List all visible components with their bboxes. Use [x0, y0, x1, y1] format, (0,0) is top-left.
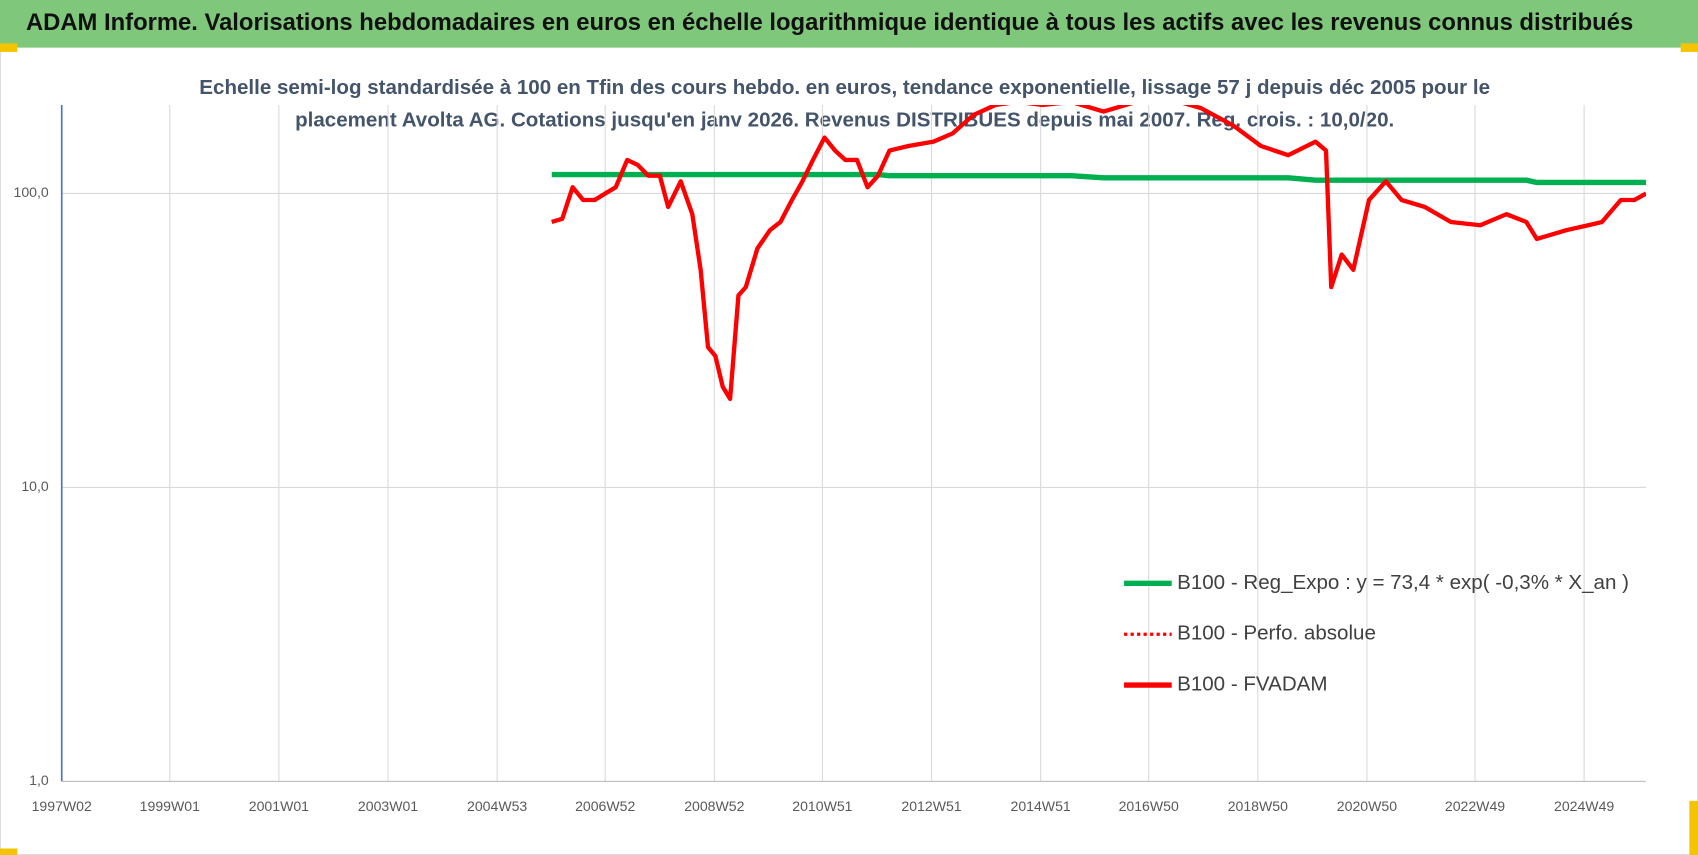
x-tick-label: 2010W51: [792, 798, 852, 814]
x-tick-label: 2012W51: [901, 798, 961, 814]
series-line: [551, 104, 1647, 402]
x-tick-label: 2020W50: [1337, 798, 1397, 814]
y-tick-label: 1,0: [29, 772, 49, 788]
legend: B100 - Reg_Expo : y = 73,4 * exp( -0,3% …: [1124, 571, 1629, 696]
legend-label: B100 - Perfo. absolue: [1177, 622, 1376, 645]
x-tick-label: 2001W01: [249, 798, 309, 814]
corner: [0, 43, 18, 52]
y-tick-label: 100,0: [14, 184, 49, 200]
header-title: ADAM Informe. Valorisations hebdomadaire…: [26, 9, 1633, 36]
series-line: [551, 171, 1647, 186]
chart-subtitle: placement Avolta AG. Cotations jusqu'en …: [295, 109, 1394, 132]
legend-label: B100 - FVADAM: [1177, 673, 1327, 696]
x-tick-label: 2014W51: [1011, 798, 1071, 814]
x-tick-label: 2008W52: [684, 798, 744, 814]
x-tick-label: 1997W02: [32, 798, 92, 814]
x-tick-label: 1999W01: [140, 798, 200, 814]
x-tick-label: 2003W01: [358, 798, 418, 814]
x-tick-label: 2006W52: [575, 798, 635, 814]
corner: [1689, 800, 1698, 855]
legend-label: B100 - Reg_Expo : y = 73,4 * exp( -0,3% …: [1177, 571, 1629, 594]
x-tick-label: 2022W49: [1445, 798, 1505, 814]
x-tick-label: 2016W50: [1119, 798, 1179, 814]
x-tick-label: 2024W49: [1554, 798, 1614, 814]
corner: [1680, 43, 1698, 52]
chart-subtitle: Echelle semi-log standardisée à 100 en T…: [199, 76, 1490, 99]
header-band: [0, 0, 1698, 48]
y-tick-label: 10,0: [21, 478, 49, 494]
x-tick-label: 2018W50: [1228, 798, 1288, 814]
plot: [551, 104, 1647, 402]
x-tick-label: 2004W53: [467, 798, 527, 814]
corner: [0, 848, 18, 855]
